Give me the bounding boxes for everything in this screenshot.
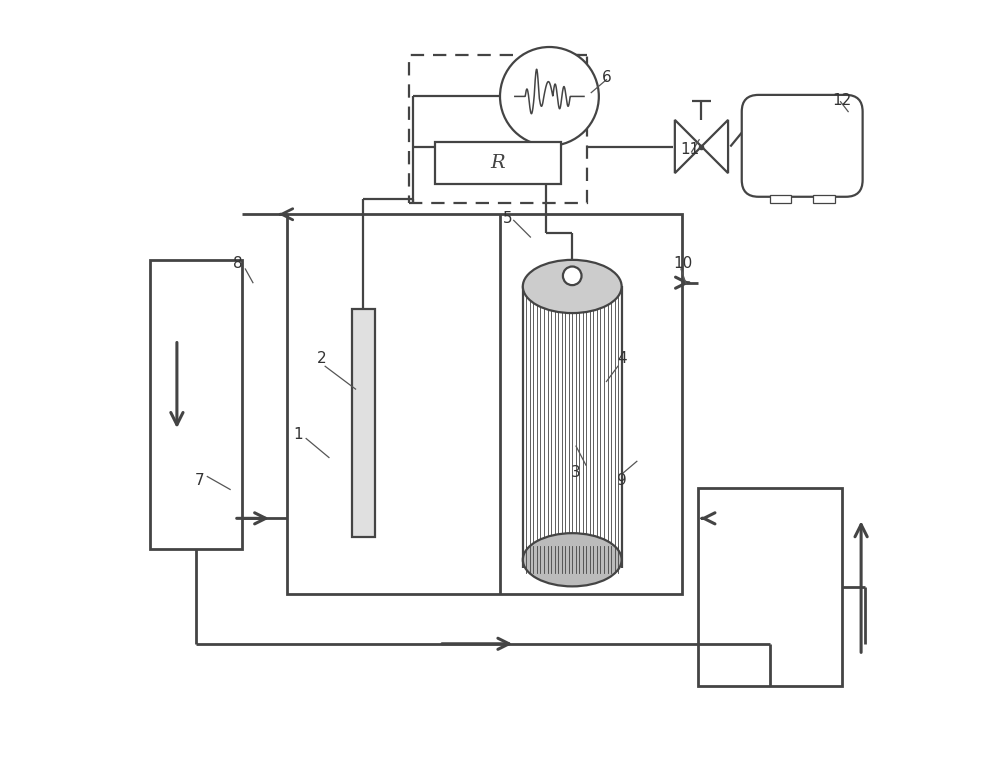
Bar xyxy=(770,195,791,203)
Bar xyxy=(813,195,835,203)
Circle shape xyxy=(500,47,599,146)
Text: 8: 8 xyxy=(233,256,243,271)
Text: 6: 6 xyxy=(602,70,611,85)
Text: 12: 12 xyxy=(832,93,852,108)
Text: 5: 5 xyxy=(503,211,512,226)
Text: 1: 1 xyxy=(294,427,303,443)
Ellipse shape xyxy=(523,533,622,587)
Bar xyxy=(409,55,587,203)
Circle shape xyxy=(563,266,582,285)
Ellipse shape xyxy=(523,260,622,313)
Text: 7: 7 xyxy=(195,473,205,488)
Polygon shape xyxy=(675,120,701,173)
Bar xyxy=(435,142,561,184)
Text: 10: 10 xyxy=(673,256,692,271)
Text: R: R xyxy=(491,154,505,172)
Text: 2: 2 xyxy=(317,351,326,366)
Bar xyxy=(150,260,242,549)
Bar xyxy=(698,488,842,686)
Bar xyxy=(352,309,375,537)
Text: 9: 9 xyxy=(617,473,627,488)
Text: 4: 4 xyxy=(617,351,626,366)
Polygon shape xyxy=(701,120,728,173)
Bar xyxy=(287,214,682,594)
Text: 3: 3 xyxy=(571,465,581,480)
FancyBboxPatch shape xyxy=(742,95,863,197)
Text: 11: 11 xyxy=(680,142,700,157)
